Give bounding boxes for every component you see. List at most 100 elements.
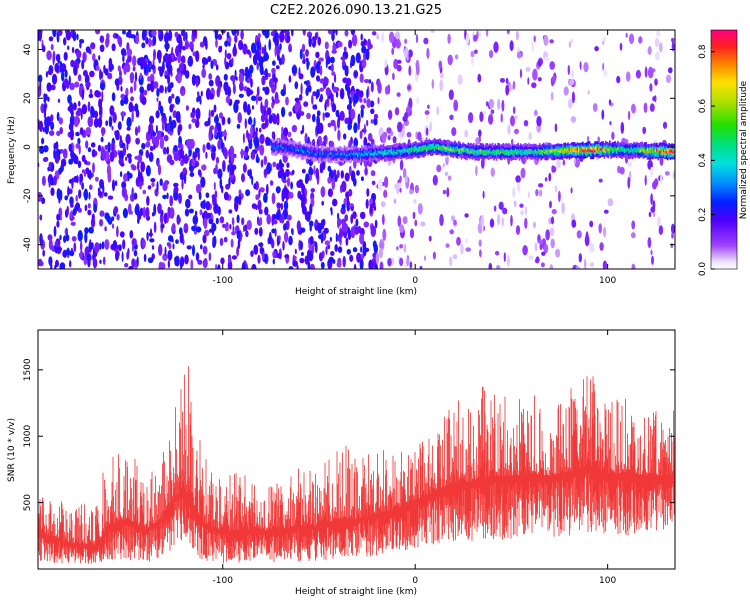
spectrogram-noise-cell xyxy=(141,42,146,49)
spectrogram-noise-cell xyxy=(114,78,120,87)
spectrogram-noise-cell xyxy=(272,114,278,125)
colorbar: 0.00.20.40.60.8 Normalized spectral ampl… xyxy=(698,29,749,276)
spectrogram-noise-cell xyxy=(450,215,456,222)
spectrogram-noise-cell xyxy=(498,201,504,210)
spectrogram-noise-cell xyxy=(278,235,281,242)
spectrogram-noise-cell xyxy=(325,59,330,65)
spectrogram-signal-cell xyxy=(611,147,614,150)
spectrogram-noise-cell xyxy=(233,101,239,114)
spectrogram-noise-cell xyxy=(271,238,275,249)
spectrogram-noise-cell xyxy=(215,64,219,71)
spectrogram-signal-cell xyxy=(389,150,391,153)
spectrogram-noise-cell xyxy=(155,110,160,119)
spectrogram-noise-cell xyxy=(224,85,229,96)
spectrogram-noise-cell xyxy=(68,143,73,152)
spectrogram-noise-cell xyxy=(74,81,80,88)
spectrogram-noise-cell xyxy=(62,148,68,159)
spectrogram-noise-cell xyxy=(364,167,368,176)
spectrogram-noise-cell xyxy=(151,182,155,187)
spectrogram-noise-cell xyxy=(208,252,212,262)
spectrogram-signal-cell xyxy=(419,147,421,150)
spectrogram-noise-cell xyxy=(167,260,171,269)
spectrogram-noise-cell xyxy=(460,243,464,255)
spectrogram-noise-cell xyxy=(373,193,376,201)
spectrogram-noise-cell xyxy=(38,74,43,83)
spectrogram-noise-cell xyxy=(166,242,171,247)
spectrogram-noise-cell xyxy=(347,86,351,98)
spectrogram-signal-cell xyxy=(326,153,328,156)
spectrogram-noise-cell xyxy=(258,220,261,226)
spectrogram-noise-cell xyxy=(60,158,67,167)
spectrogram-noise-cell xyxy=(475,165,478,177)
spectrogram-noise-cell xyxy=(589,242,595,253)
spectrogram-noise-cell xyxy=(288,75,292,83)
colorbar-label: Normalized spectral amplitude xyxy=(739,80,749,219)
spectrogram-noise-cell xyxy=(349,123,352,130)
spectrogram-noise-cell xyxy=(503,252,506,263)
spectrogram-signal-cell xyxy=(501,147,503,154)
spectrogram-noise-cell xyxy=(215,163,218,175)
spectrogram-noise-cell xyxy=(250,250,254,257)
colorbar-tick-label: 0.4 xyxy=(698,153,708,168)
spectrogram-noise-cell xyxy=(352,247,358,253)
spectrogram-signal-cell xyxy=(404,149,406,152)
spectrogram-signal-cell xyxy=(308,151,311,154)
spectrogram-noise-cell xyxy=(238,189,242,195)
spectrogram-noise-cell xyxy=(253,244,259,255)
spectrogram-signal-cell xyxy=(401,149,404,152)
spectrogram-noise-cell xyxy=(159,105,164,115)
spectrogram-noise-cell xyxy=(132,55,137,67)
spectrogram-signal-cell xyxy=(590,146,592,152)
spectrogram-noise-cell xyxy=(41,175,46,186)
spectrogram-noise-cell xyxy=(88,226,94,234)
spectrogram-signal-cell xyxy=(671,150,673,156)
spectrogram-signal-cell xyxy=(429,144,432,150)
spectrogram-noise-cell xyxy=(241,173,245,183)
spectrogram-noise-cell xyxy=(97,117,103,128)
spectrogram-noise-cell xyxy=(240,148,244,159)
spectrogram-noise-cell xyxy=(620,121,625,134)
spectrogram-noise-cell xyxy=(48,238,53,250)
spectrogram-noise-cell xyxy=(423,37,429,45)
spectrogram-noise-cell xyxy=(228,148,231,157)
colorbar-tick-label: 0.8 xyxy=(698,44,708,59)
spectrogram-noise-cell xyxy=(99,68,102,81)
spectrogram-noise-cell xyxy=(93,150,98,157)
spectrogram-noise-cell xyxy=(384,85,389,95)
spectrogram-noise-cell xyxy=(644,66,648,78)
spectrogram-noise-cell xyxy=(309,235,314,245)
spectrogram-noise-cell xyxy=(83,191,87,198)
spectrogram-noise-cell xyxy=(76,33,79,41)
spectrogram-noise-cell xyxy=(552,74,556,85)
spectrogram-signal-cell xyxy=(537,150,540,153)
spectrogram-signal-cell xyxy=(278,146,281,149)
spectrogram-noise-cell xyxy=(598,178,603,183)
spectrogram-signal-cell xyxy=(618,147,620,151)
spectrogram-signal-cell xyxy=(365,152,367,155)
spectrogram-noise-cell xyxy=(381,214,385,226)
spectrogram-signal-cell xyxy=(541,150,544,153)
spectrogram-noise-cell xyxy=(408,49,413,58)
spectrogram-noise-cell xyxy=(394,183,400,190)
spectrogram-noise-cell xyxy=(664,171,670,176)
spectrogram-noise-cell xyxy=(520,210,525,216)
spectrogram-noise-cell xyxy=(304,132,308,145)
spectrogram-noise-cell xyxy=(373,117,378,126)
spectrogram-noise-cell xyxy=(260,159,264,168)
spectrogram-noise-cell xyxy=(145,141,151,148)
spectrogram-noise-cell xyxy=(360,246,363,253)
spectrogram-noise-cell xyxy=(656,30,661,37)
spectrogram-noise-cell xyxy=(108,115,113,128)
spectrogram-signal-cell xyxy=(526,149,529,153)
spectrogram-signal-cell xyxy=(602,149,604,152)
spectrogram-noise-cell xyxy=(70,210,73,219)
spectrogram-noise-cell xyxy=(177,216,181,224)
spectrogram-signal-cell xyxy=(392,149,394,155)
spectrogram-noise-cell xyxy=(536,116,542,127)
spectrogram-noise-cell xyxy=(99,44,105,53)
spectrogram-noise-cell xyxy=(535,189,539,197)
spectrogram-signal-cell xyxy=(327,154,329,157)
spectrogram-noise-cell xyxy=(84,159,88,165)
spectrogram-signal-cell xyxy=(645,150,647,154)
spectrogram-noise-cell xyxy=(357,113,361,125)
